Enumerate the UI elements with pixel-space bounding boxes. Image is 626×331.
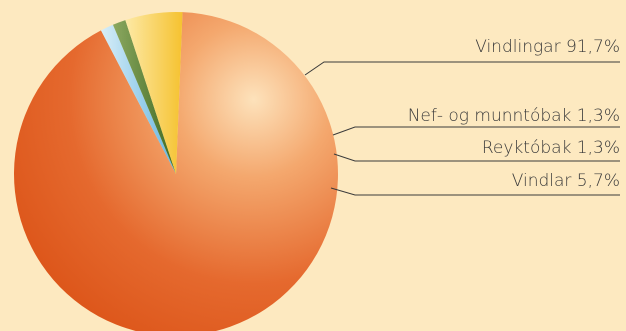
leader-line [333, 153, 620, 162]
slice-vindlingar [14, 12, 338, 331]
slice-label: Vindlar 5,7% [512, 171, 620, 191]
slice-vindlar [125, 12, 183, 175]
slice-label: Reyktóbak 1,3% [482, 138, 620, 158]
leader-line [332, 126, 620, 136]
slice-nef-og-munntobak [100, 24, 176, 175]
slice-label: Nef- og munntóbak 1,3% [408, 106, 620, 126]
leader-line [330, 187, 620, 196]
slice-reyktobak [112, 20, 176, 175]
leader-line [304, 61, 620, 76]
slice-label: Vindlingar 91,7% [475, 37, 620, 57]
